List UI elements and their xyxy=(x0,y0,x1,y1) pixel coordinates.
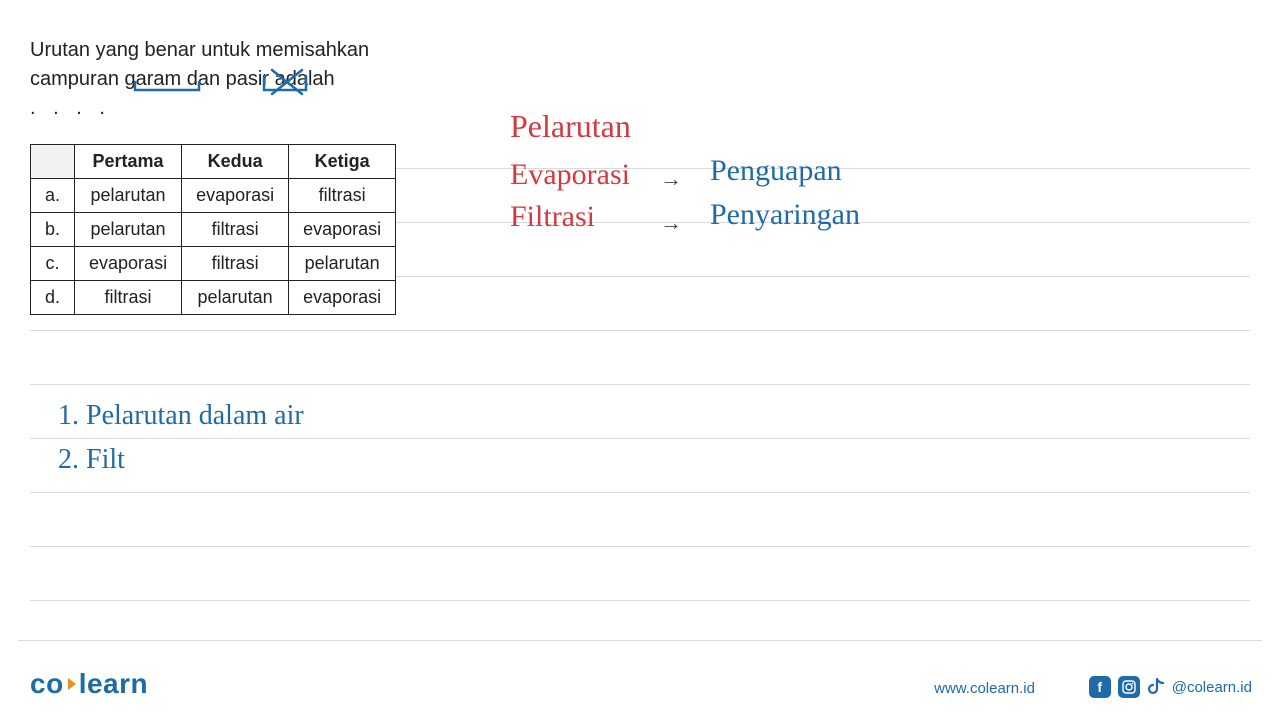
note-pelarutan: Pelarutan xyxy=(510,108,631,145)
cell: filtrasi xyxy=(75,281,182,315)
note-step-2: 2. Filt xyxy=(58,444,125,476)
note-evaporasi: Evaporasi xyxy=(510,158,630,192)
note-filtrasi: Filtrasi xyxy=(510,200,595,234)
arrow-icon: → xyxy=(660,166,682,192)
instagram-icon xyxy=(1118,676,1140,698)
colearn-logo: colearn xyxy=(30,668,148,700)
option-label: d. xyxy=(31,281,75,315)
cell: filtrasi xyxy=(182,213,289,247)
table-row: a. pelarutan evaporasi filtrasi xyxy=(31,179,396,213)
footer-handle: @colearn.id xyxy=(1172,679,1252,696)
logo-learn: learn xyxy=(79,668,148,699)
footer-socials: f @colearn.id xyxy=(1089,676,1252,698)
cell: evaporasi xyxy=(289,281,396,315)
arrow-icon: → xyxy=(660,210,682,236)
option-label: c. xyxy=(31,247,75,281)
table-row: c. evaporasi filtrasi pelarutan xyxy=(31,247,396,281)
table-header-row: Pertama Kedua Ketiga xyxy=(31,145,396,179)
facebook-icon: f xyxy=(1089,676,1111,698)
question-dots: . . . . xyxy=(30,97,111,119)
table-row: d. filtrasi pelarutan evaporasi xyxy=(31,281,396,315)
table-header-2: Kedua xyxy=(182,145,289,179)
answer-options-table: Pertama Kedua Ketiga a. pelarutan evapor… xyxy=(30,144,396,315)
option-label: a. xyxy=(31,179,75,213)
footer-divider xyxy=(18,640,1262,641)
note-penguapan: Penguapan xyxy=(710,154,842,188)
cell: pelarutan xyxy=(75,213,182,247)
cell: filtrasi xyxy=(182,247,289,281)
logo-triangle-icon xyxy=(68,678,76,690)
note-penyaringan: Penyaringan xyxy=(710,198,860,232)
cell: evaporasi xyxy=(75,247,182,281)
table-row: b. pelarutan filtrasi evaporasi xyxy=(31,213,396,247)
question-text: Urutan yang benar untuk memisahkan campu… xyxy=(30,36,400,123)
table-header-3: Ketiga xyxy=(289,145,396,179)
table-header-blank xyxy=(31,145,75,179)
cell: filtrasi xyxy=(289,179,396,213)
cell: evaporasi xyxy=(182,179,289,213)
footer-url: www.colearn.id xyxy=(934,680,1035,697)
cell: evaporasi xyxy=(289,213,396,247)
question-line2: campuran garam dan pasir adalah xyxy=(30,68,335,90)
cell: pelarutan xyxy=(75,179,182,213)
tiktok-icon xyxy=(1147,677,1165,697)
cell: pelarutan xyxy=(289,247,396,281)
cell: pelarutan xyxy=(182,281,289,315)
logo-co: co xyxy=(30,668,64,699)
note-step-1: 1. Pelarutan dalam air xyxy=(58,400,304,432)
option-label: b. xyxy=(31,213,75,247)
table-header-1: Pertama xyxy=(75,145,182,179)
question-line1: Urutan yang benar untuk memisahkan xyxy=(30,39,369,61)
